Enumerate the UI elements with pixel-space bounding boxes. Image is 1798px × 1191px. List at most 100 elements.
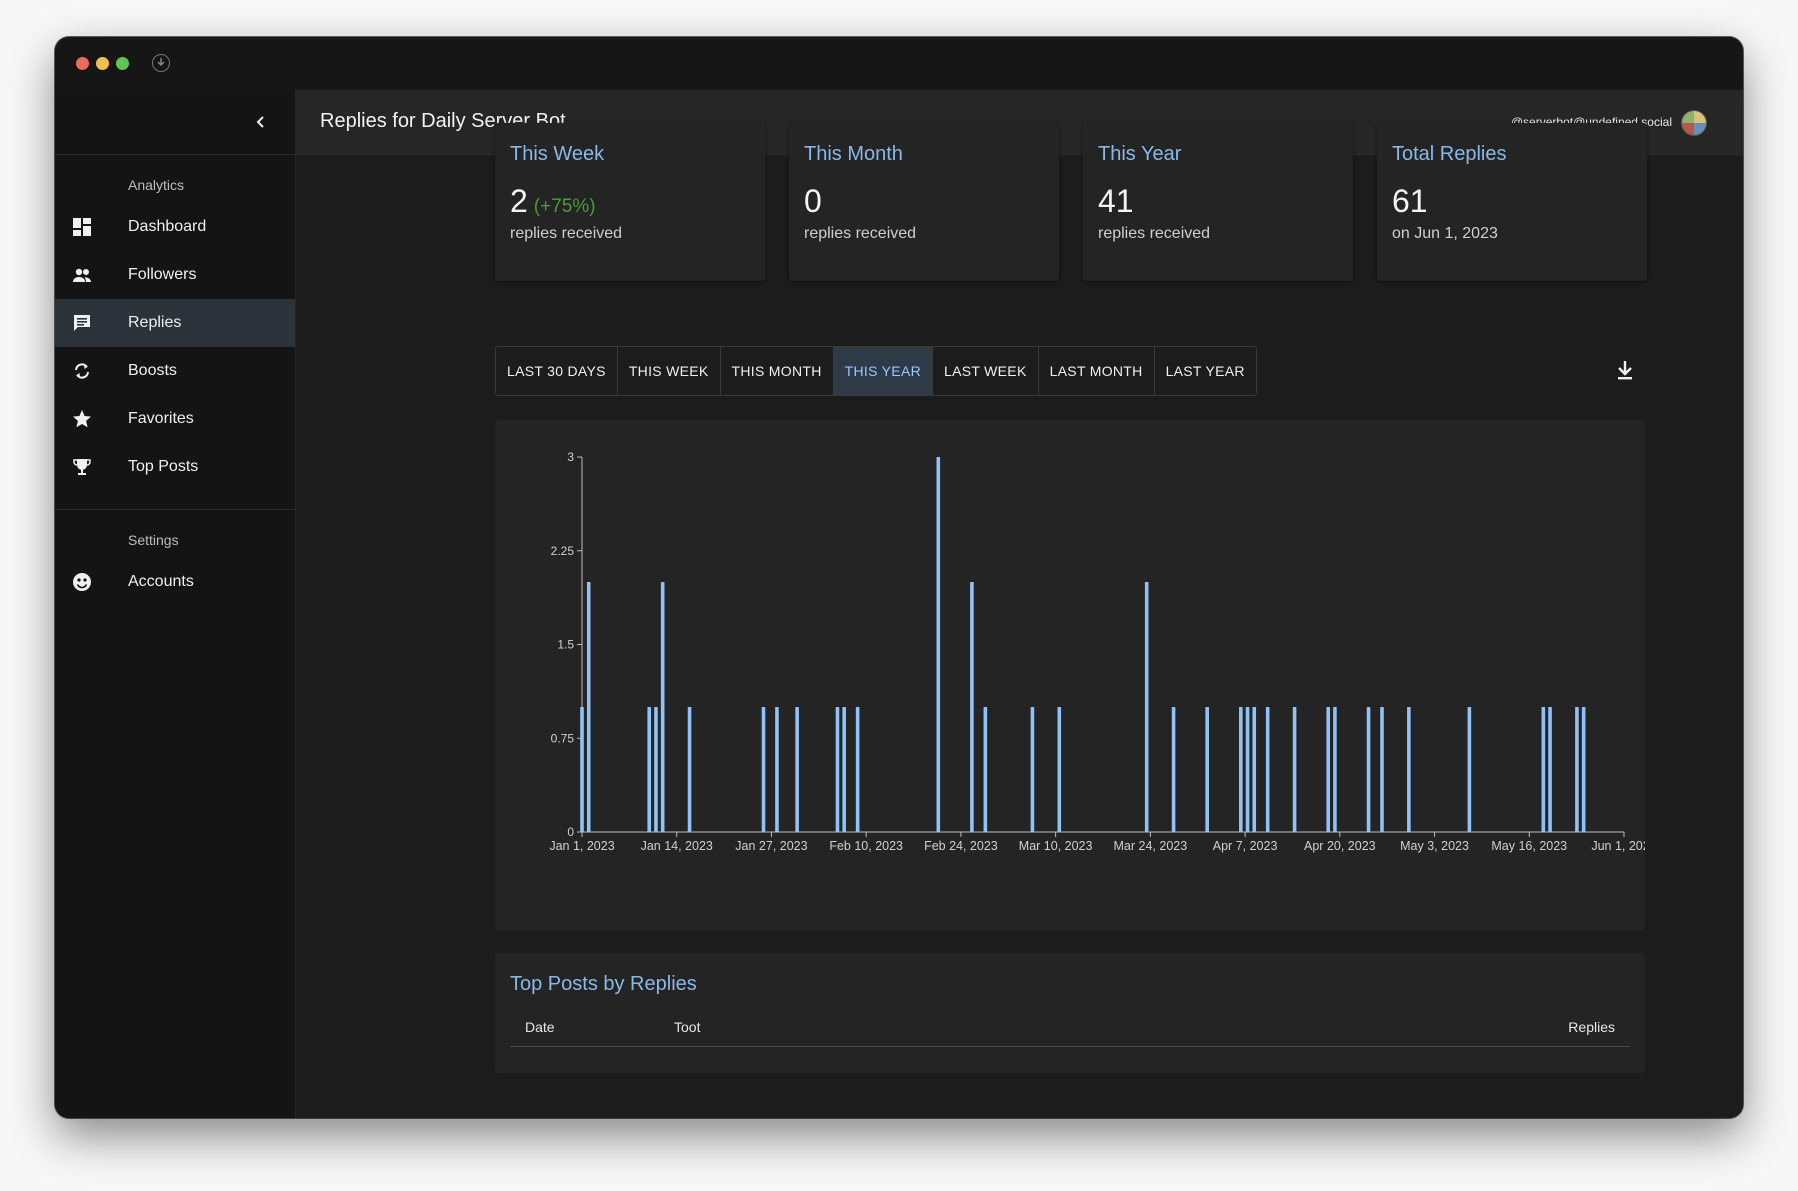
sidebar-item-replies[interactable]: Replies bbox=[55, 299, 295, 347]
column-header-date[interactable]: Date bbox=[525, 1019, 555, 1035]
dashboard-icon bbox=[73, 218, 91, 236]
title-bar bbox=[55, 37, 1743, 90]
stat-card-total-replies: Total Replies 61 on Jun 1, 2023 bbox=[1377, 123, 1647, 281]
tab-this-month[interactable]: THIS MONTH bbox=[721, 347, 834, 395]
x-tick-label: May 3, 2023 bbox=[1400, 839, 1469, 853]
download-icon bbox=[1618, 361, 1632, 380]
chart-bar bbox=[1541, 707, 1546, 832]
top-posts-card: Top Posts by Replies Date Toot Replies bbox=[495, 953, 1645, 1073]
stat-card-title: This Month bbox=[804, 143, 903, 165]
maximize-window-button[interactable] bbox=[116, 57, 129, 70]
repeat-icon bbox=[75, 363, 89, 379]
chart-bar bbox=[1575, 707, 1579, 832]
stat-card-title: Total Replies bbox=[1392, 143, 1507, 165]
tab-last-month[interactable]: LAST MONTH bbox=[1039, 347, 1155, 395]
tab-last-year[interactable]: LAST YEAR bbox=[1165, 363, 1245, 379]
chart-bar bbox=[654, 707, 658, 832]
sidebar: Analytics Dashboard Followers Replies Bo… bbox=[55, 90, 296, 1118]
sidebar-divider bbox=[55, 509, 295, 510]
chart-bar bbox=[1030, 707, 1035, 832]
x-tick-label: Jun 1, 2023 bbox=[1591, 839, 1645, 853]
close-window-button[interactable] bbox=[76, 57, 89, 70]
column-header-toot[interactable]: Toot bbox=[674, 1019, 701, 1035]
x-tick-label: Mar 10, 2023 bbox=[1019, 839, 1093, 853]
chart-bar bbox=[580, 707, 584, 832]
chart-bar bbox=[1333, 707, 1337, 832]
y-axis: 0 0.75 1.5 2.25 3 bbox=[551, 450, 583, 839]
stat-card-value: 0 bbox=[804, 183, 822, 219]
chart-bar bbox=[835, 707, 840, 832]
chart-bar bbox=[1467, 707, 1472, 832]
minimize-window-button[interactable] bbox=[96, 57, 109, 70]
tab-this-year[interactable]: THIS YEAR bbox=[833, 347, 933, 395]
sidebar-item-label: Dashboard bbox=[128, 218, 207, 235]
sidebar-item-label: Accounts bbox=[128, 573, 194, 590]
chart-bar bbox=[1057, 707, 1062, 832]
chart-bar bbox=[855, 707, 860, 832]
x-tick-label: Jan 14, 2023 bbox=[641, 839, 713, 853]
top-posts-title: Top Posts by Replies bbox=[510, 973, 697, 995]
sidebar-item-label: Boosts bbox=[128, 362, 177, 379]
chart-bar bbox=[1144, 582, 1149, 832]
chart-bar bbox=[660, 582, 665, 832]
chart-bar bbox=[1407, 707, 1411, 832]
chart-bar bbox=[1548, 707, 1552, 832]
download-status-icon[interactable] bbox=[152, 54, 170, 72]
chart-bar bbox=[795, 707, 799, 832]
mastodon-icon bbox=[73, 573, 91, 591]
sidebar-section-settings: Settings bbox=[128, 532, 179, 548]
table-header-divider bbox=[510, 1046, 1630, 1047]
x-tick-label: Apr 20, 2023 bbox=[1304, 839, 1376, 853]
x-axis: Jan 1, 2023 Jan 14, 2023 Jan 27, 2023 Feb 1… bbox=[549, 831, 1657, 853]
chart-bar bbox=[1326, 707, 1331, 832]
y-tick-label: 3 bbox=[567, 450, 574, 464]
sidebar-item-top-posts[interactable]: Top Posts bbox=[55, 443, 295, 491]
tab-last-week[interactable]: LAST WEEK bbox=[933, 347, 1039, 395]
y-tick-label: 1.5 bbox=[557, 638, 574, 652]
chart-bar bbox=[761, 707, 766, 832]
download-button[interactable] bbox=[1614, 358, 1636, 382]
x-tick-label: Mar 24, 2023 bbox=[1114, 839, 1188, 853]
chart-bar bbox=[1252, 707, 1257, 832]
sidebar-item-label: Top Posts bbox=[128, 458, 199, 475]
stat-card-subtitle: replies received bbox=[1098, 225, 1211, 242]
x-tick-label: Jan 27, 2023 bbox=[735, 839, 807, 853]
chevron-left-icon bbox=[256, 116, 264, 128]
y-tick-label: 0 bbox=[567, 825, 574, 839]
chart-bar bbox=[1265, 707, 1270, 832]
chart-bar bbox=[1245, 707, 1250, 832]
column-header-replies[interactable]: Replies bbox=[1568, 1019, 1615, 1035]
y-tick-label: 2.25 bbox=[551, 544, 575, 558]
x-tick-label: May 16, 2023 bbox=[1491, 839, 1567, 853]
stat-card-title: This Year bbox=[1098, 143, 1182, 165]
sidebar-item-label: Replies bbox=[128, 314, 182, 331]
stat-card-value: 41 bbox=[1098, 183, 1134, 219]
chart-bar bbox=[1239, 707, 1243, 832]
chart-bar bbox=[687, 707, 692, 832]
stat-card-value: 2 bbox=[510, 183, 528, 219]
sidebar-item-dashboard[interactable]: Dashboard bbox=[55, 203, 295, 251]
chart-bars bbox=[580, 457, 1586, 832]
date-range-tabs: LAST 30 DAYS THIS WEEK THIS MONTH THIS Y… bbox=[495, 346, 1257, 396]
avatar[interactable] bbox=[1681, 110, 1707, 136]
chart-bar bbox=[1366, 707, 1371, 832]
sidebar-item-favorites[interactable]: Favorites bbox=[55, 395, 295, 443]
star-icon bbox=[73, 410, 91, 428]
tab-last-30-days[interactable]: LAST 30 DAYS bbox=[496, 347, 618, 395]
chart-bar bbox=[936, 457, 941, 832]
sidebar-item-accounts[interactable]: Accounts bbox=[55, 558, 295, 606]
stat-card-value: 61 bbox=[1392, 183, 1428, 219]
chart-bar bbox=[1581, 707, 1586, 832]
x-tick-label: Feb 24, 2023 bbox=[924, 839, 998, 853]
sidebar-item-followers[interactable]: Followers bbox=[55, 251, 295, 299]
sidebar-item-boosts[interactable]: Boosts bbox=[55, 347, 295, 395]
stat-card-subtitle: replies received bbox=[804, 225, 917, 242]
chart-bar bbox=[586, 582, 591, 832]
x-tick-label: Apr 7, 2023 bbox=[1213, 839, 1278, 853]
collapse-sidebar-button[interactable] bbox=[251, 112, 271, 132]
tab-this-week[interactable]: THIS WEEK bbox=[618, 347, 721, 395]
people-icon bbox=[73, 268, 91, 282]
stat-card-subtitle: replies received bbox=[510, 225, 623, 242]
trophy-icon bbox=[73, 459, 91, 475]
stat-card-this-week: This Week 2 (+75%) replies received bbox=[495, 123, 765, 281]
